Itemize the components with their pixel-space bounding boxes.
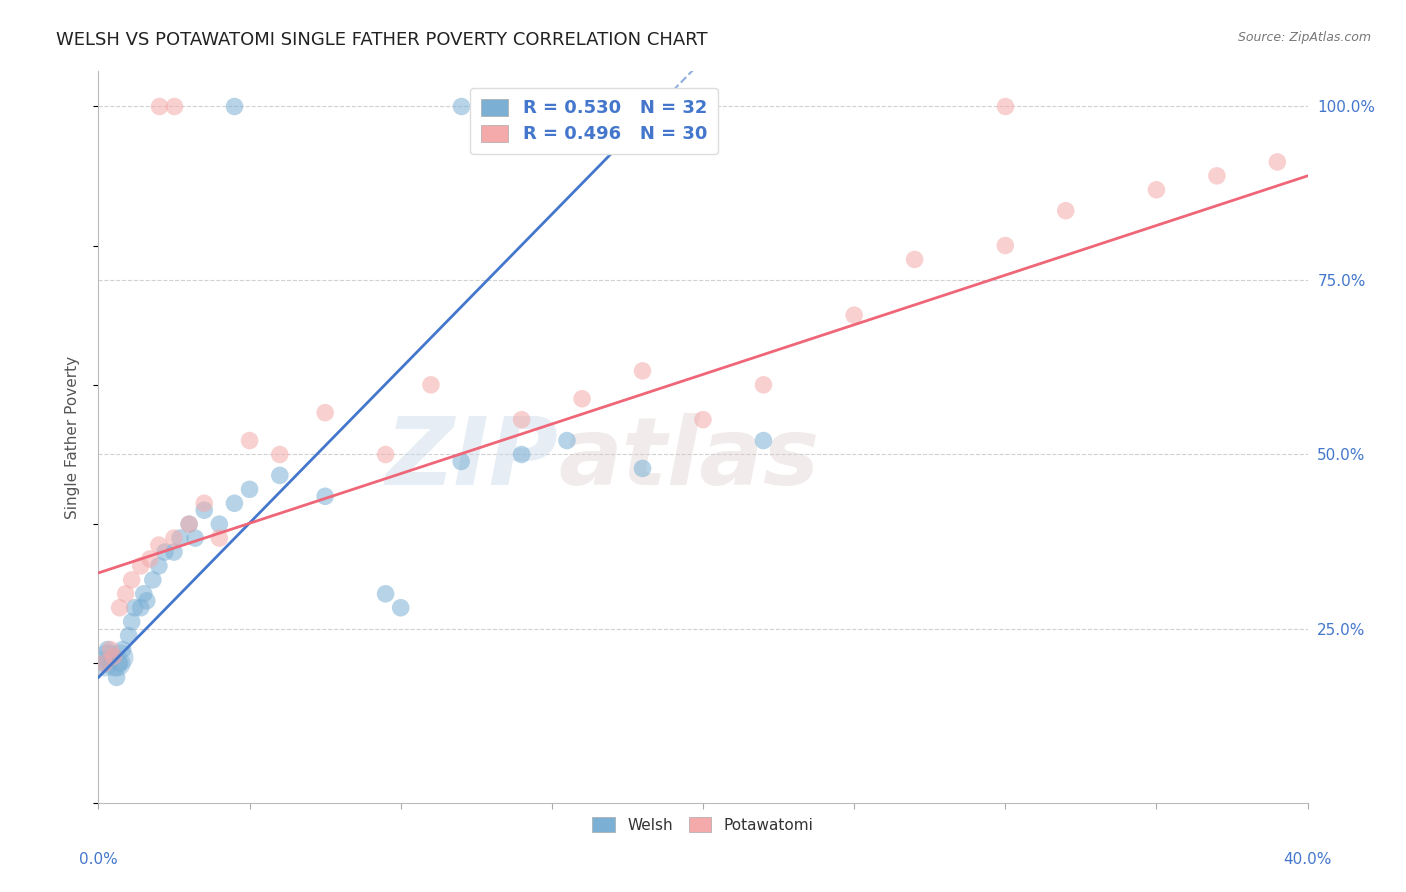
Point: [121, 615, 143, 629]
Point: [994, 238, 1017, 252]
Point: [179, 517, 201, 532]
Point: [129, 558, 152, 573]
Point: [420, 377, 443, 392]
Point: [114, 587, 136, 601]
Point: [602, 99, 624, 113]
Point: [135, 594, 157, 608]
Text: ZIP: ZIP: [385, 413, 558, 505]
Point: [314, 406, 336, 420]
Point: [108, 600, 131, 615]
Point: [224, 496, 246, 510]
Point: [450, 454, 472, 468]
Point: [239, 483, 262, 497]
Point: [314, 489, 336, 503]
Point: [148, 99, 170, 113]
Point: [994, 99, 1017, 113]
Text: Source: ZipAtlas.com: Source: ZipAtlas.com: [1237, 31, 1371, 45]
Point: [93, 657, 115, 671]
Point: [752, 434, 775, 448]
Point: [103, 657, 125, 671]
Point: [96, 642, 118, 657]
Point: [571, 392, 593, 406]
Point: [269, 448, 291, 462]
Point: [108, 649, 131, 664]
Point: [139, 552, 162, 566]
Point: [111, 642, 134, 657]
Point: [692, 412, 714, 426]
Point: [844, 308, 866, 322]
Point: [169, 531, 191, 545]
Point: [1206, 169, 1229, 183]
Point: [631, 461, 654, 475]
Point: [526, 99, 548, 113]
Point: [208, 517, 231, 532]
Point: [631, 364, 654, 378]
Point: [108, 657, 131, 671]
Point: [555, 434, 578, 448]
Point: [193, 503, 215, 517]
Point: [1054, 203, 1077, 218]
Point: [93, 657, 115, 671]
Point: [374, 587, 396, 601]
Point: [118, 629, 141, 643]
Text: 0.0%: 0.0%: [79, 852, 118, 866]
Text: WELSH VS POTAWATOMI SINGLE FATHER POVERTY CORRELATION CHART: WELSH VS POTAWATOMI SINGLE FATHER POVERT…: [56, 31, 707, 49]
Point: [179, 517, 201, 532]
Point: [105, 670, 128, 684]
Point: [100, 642, 122, 657]
Point: [752, 377, 775, 392]
Point: [510, 412, 533, 426]
Point: [208, 531, 231, 545]
Point: [224, 99, 246, 113]
Point: [121, 573, 143, 587]
Y-axis label: Single Father Poverty: Single Father Poverty: [65, 356, 80, 518]
Point: [269, 468, 291, 483]
Point: [389, 600, 412, 615]
Point: [450, 99, 472, 113]
Point: [148, 538, 170, 552]
Point: [184, 531, 207, 545]
Legend: Welsh, Potawatomi: Welsh, Potawatomi: [586, 812, 820, 839]
Point: [163, 99, 186, 113]
Point: [124, 600, 146, 615]
Point: [510, 448, 533, 462]
Point: [193, 496, 215, 510]
Point: [163, 531, 186, 545]
Point: [96, 649, 118, 664]
Point: [904, 252, 927, 267]
Point: [103, 649, 125, 664]
Point: [239, 434, 262, 448]
Point: [132, 587, 155, 601]
Point: [103, 649, 125, 664]
Point: [374, 448, 396, 462]
Text: 40.0%: 40.0%: [1284, 852, 1331, 866]
Point: [163, 545, 186, 559]
Point: [153, 545, 176, 559]
Text: atlas: atlas: [558, 413, 820, 505]
Point: [1146, 183, 1168, 197]
Point: [1267, 155, 1289, 169]
Point: [148, 558, 170, 573]
Point: [129, 600, 152, 615]
Point: [93, 657, 115, 671]
Point: [105, 657, 128, 671]
Point: [142, 573, 165, 587]
